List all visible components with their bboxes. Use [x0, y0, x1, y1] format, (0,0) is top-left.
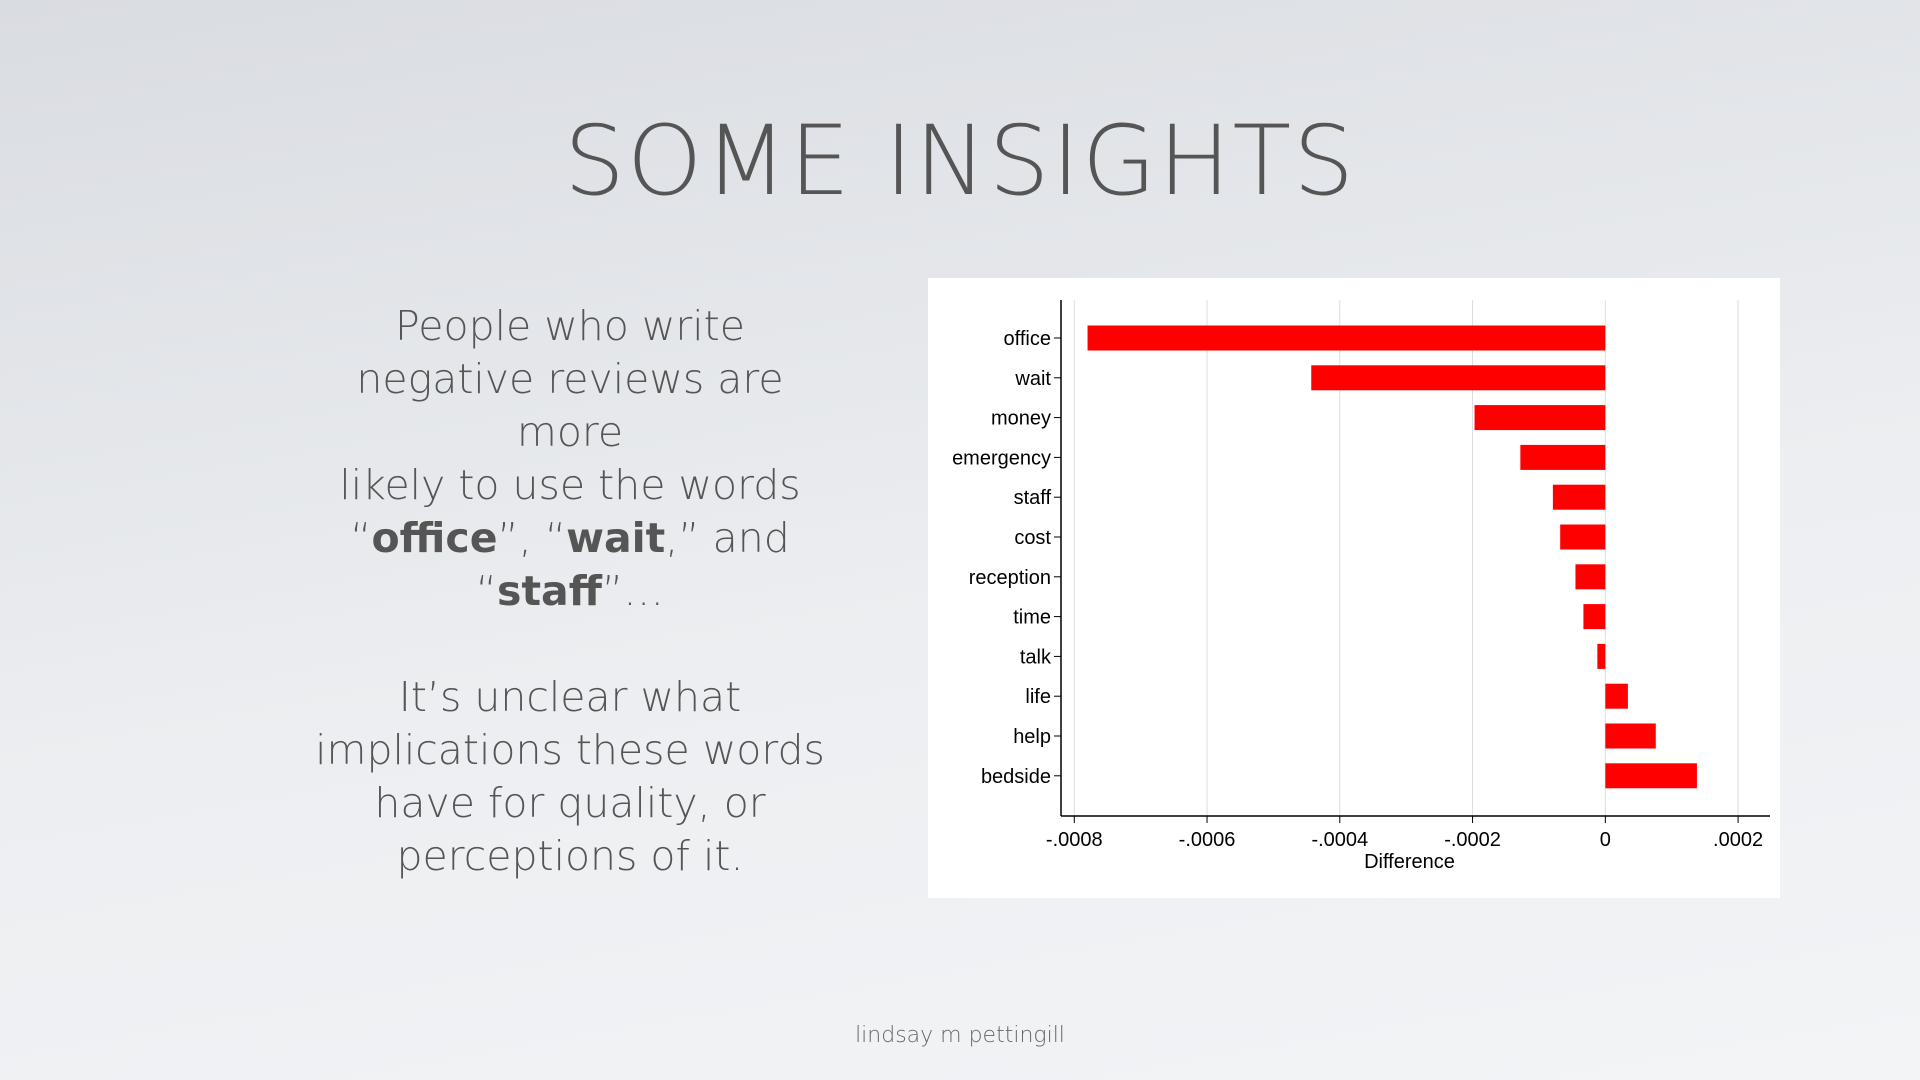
bar-life [1605, 683, 1628, 709]
bar-staff [1552, 484, 1606, 510]
separator: ,” and [665, 514, 790, 562]
category-label-life: life [1025, 686, 1051, 708]
category-label-reception: reception [969, 567, 1051, 589]
x-tick-label: -.0004 [1311, 829, 1368, 851]
bar-bedside [1605, 763, 1697, 789]
category-label-emergency: emergency [952, 447, 1051, 469]
text-line: negative reviews are more [356, 355, 784, 456]
bar-time [1583, 604, 1606, 630]
bar-reception [1575, 564, 1606, 590]
bars [1087, 325, 1697, 789]
bar-chart: -.0008 -.0006 -.0004 -.0002 0 .0002 office wait… [952, 300, 1770, 873]
category-label-wait: wait [1014, 368, 1051, 390]
text-line: People who write [395, 302, 745, 350]
ellipsis: ”… [601, 567, 665, 615]
chart-panel: -.0008 -.0006 -.0004 -.0002 0 .0002 office wait… [928, 278, 1780, 898]
category-label-office: office [1004, 328, 1051, 350]
footer-author: lindsay m pettingill [855, 1023, 1065, 1048]
category-label-talk: talk [1020, 646, 1052, 668]
category-label-bedside: bedside [981, 766, 1051, 788]
insight-text: People who write negative reviews are mo… [300, 300, 840, 883]
x-axis-title: Difference [1364, 851, 1455, 873]
x-tick-label: -.0006 [1179, 829, 1236, 851]
x-tick-label: 0 [1600, 829, 1611, 851]
bar-office [1087, 325, 1606, 351]
x-tick-label: -.0002 [1444, 829, 1501, 851]
bar-wait [1311, 365, 1606, 391]
category-label-help: help [1013, 726, 1051, 748]
quote-mark: “ [350, 514, 372, 562]
text-line: likely to use the words [339, 461, 801, 509]
x-tick-label: -.0008 [1046, 829, 1103, 851]
keyword-wait: wait [566, 514, 666, 562]
category-label-time: time [1013, 607, 1051, 629]
x-tick-label: .0002 [1713, 829, 1763, 851]
bar-emergency [1520, 444, 1606, 470]
labels: -.0008 -.0006 -.0004 -.0002 0 .0002 office wait… [952, 328, 1763, 873]
separator: ”, “ [497, 514, 567, 562]
text-line: have for quality, or [374, 779, 766, 827]
keyword-office: office [371, 514, 498, 562]
bar-money [1474, 405, 1606, 431]
axes [1054, 300, 1770, 823]
bar-help [1605, 723, 1656, 749]
category-label-cost: cost [1014, 527, 1051, 549]
keyword-staff: staff [497, 567, 602, 615]
text-line-keywords: “staff”… [300, 565, 840, 618]
quote-mark: “ [475, 567, 498, 615]
text-line: implications these words [315, 726, 825, 774]
bar-cost [1560, 524, 1606, 550]
category-label-staff: staff [1014, 487, 1052, 509]
text-line: perceptions of it. [396, 832, 744, 880]
slide-title: SOME INSIGHTS [563, 105, 1357, 217]
text-line: It’s unclear what [398, 673, 742, 721]
bar-talk [1597, 643, 1606, 669]
category-label-money: money [991, 408, 1051, 430]
text-line-keywords: “office”, “wait,” and [300, 512, 840, 565]
